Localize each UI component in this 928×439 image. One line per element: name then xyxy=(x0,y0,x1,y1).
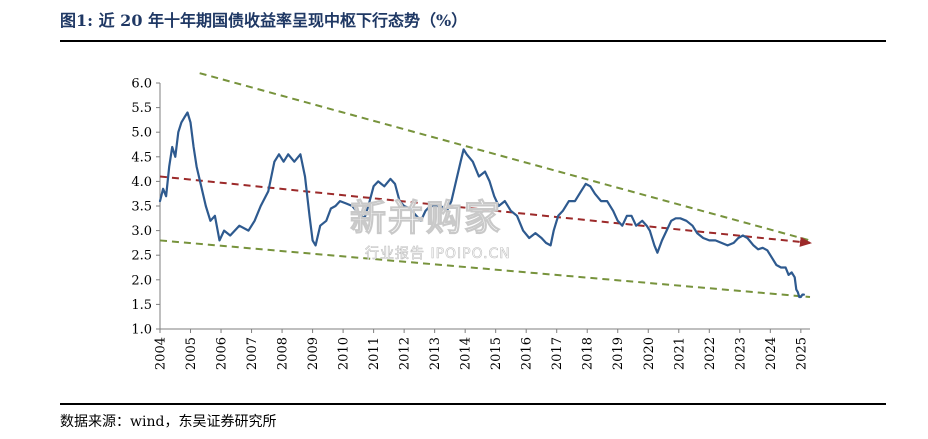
x-tick-label: 2005 xyxy=(184,337,199,370)
x-tick-label: 2024 xyxy=(764,337,779,370)
x-tick-label: 2004 xyxy=(154,337,169,370)
y-tick-label: 2.5 xyxy=(131,249,152,264)
x-tick-label: 2006 xyxy=(215,337,230,370)
x-tick-label: 2020 xyxy=(642,337,657,370)
y-tick-label: 3.5 xyxy=(131,200,152,215)
y-tick-label: 6.0 xyxy=(131,77,152,92)
upper-trend-line xyxy=(199,72,811,242)
y-tick-label: 4.0 xyxy=(131,175,152,190)
x-tick-label: 2015 xyxy=(489,337,504,370)
x-tick-label: 2021 xyxy=(672,337,687,370)
x-tick-label: 2025 xyxy=(794,337,809,370)
x-tick-label: 2017 xyxy=(550,337,565,370)
title-divider xyxy=(60,40,886,42)
y-tick-label: 4.5 xyxy=(131,150,152,165)
yield-series-line xyxy=(158,111,805,299)
watermark-title: 新并购家 xyxy=(350,198,502,239)
x-tick-label: 2010 xyxy=(337,337,352,370)
axis-layer: 1.0 1.5 2.0 2.5 3.0 3.5 4.0 4.5 5.0 5.5 6.0 2004 200… xyxy=(131,77,810,370)
figure-title: 图1: 近 20 年十年期国债收益率呈现中枢下行态势（%） xyxy=(60,11,468,30)
x-tick-label: 2019 xyxy=(611,337,626,370)
y-tick-label: 1.5 xyxy=(131,298,152,313)
x-tick-label: 2023 xyxy=(733,337,748,370)
data-source-note: 数据来源：wind，东吴证券研究所 xyxy=(60,414,277,430)
x-tick-label: 2016 xyxy=(520,337,535,370)
x-tick-label: 2011 xyxy=(367,337,382,370)
yield-line-chart: 1.0 1.5 2.0 2.5 3.0 3.5 4.0 4.5 5.0 5.5 6.0 2004 200… xyxy=(131,72,812,370)
x-tick-label: 2007 xyxy=(245,337,260,370)
x-tick-label: 2013 xyxy=(428,337,443,370)
x-tick-label: 2009 xyxy=(306,337,321,370)
lower-trend-line xyxy=(159,239,811,299)
y-tick-label: 2.0 xyxy=(131,273,152,288)
x-tick-label: 2012 xyxy=(398,337,413,370)
x-tick-label: 2018 xyxy=(581,337,596,370)
y-tick-label: 1.0 xyxy=(131,323,152,338)
chart-area: 1.0 1.5 2.0 2.5 3.0 3.5 4.0 4.5 5.0 5.5 6.0 2004 200… xyxy=(60,50,886,394)
y-tick-label: 5.0 xyxy=(131,126,152,141)
y-tick-label: 3.0 xyxy=(131,224,152,239)
watermark-subtitle: 行业报告 IPOIPO.CN xyxy=(365,246,511,262)
y-tick-label: 5.5 xyxy=(131,101,152,116)
watermark: 新并购家 行业报告 IPOIPO.CN xyxy=(350,198,511,263)
x-tick-label: 2022 xyxy=(703,337,718,370)
x-tick-label: 2014 xyxy=(459,337,474,370)
series-layer xyxy=(158,111,805,299)
source-divider xyxy=(60,403,886,405)
trend-lines xyxy=(159,72,812,299)
x-tick-label: 2008 xyxy=(276,337,291,370)
